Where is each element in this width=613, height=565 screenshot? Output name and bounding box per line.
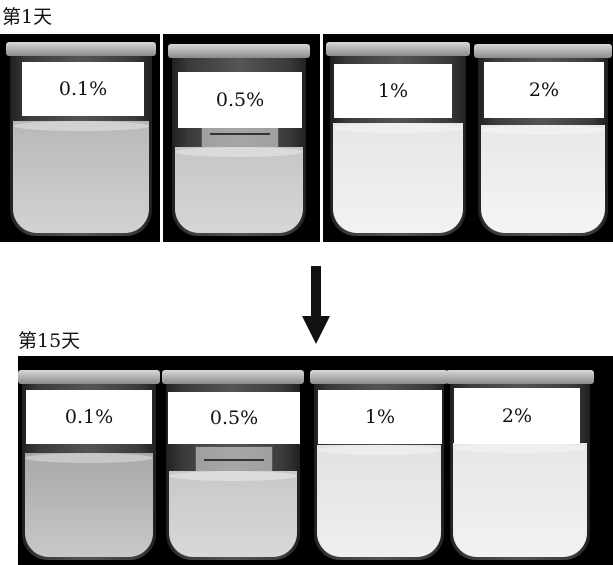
photo-divider bbox=[320, 34, 323, 242]
liquid-surface bbox=[175, 147, 303, 157]
liquid-surface bbox=[169, 471, 297, 481]
beaker-liquid bbox=[453, 443, 587, 557]
concentration-label: 2% bbox=[454, 388, 580, 444]
liquid-surface bbox=[13, 121, 149, 131]
concentration-label: 1% bbox=[318, 390, 442, 444]
concentration-label: 0.1% bbox=[26, 390, 152, 444]
concentration-label: 2% bbox=[484, 62, 604, 118]
beaker-liquid bbox=[333, 123, 463, 233]
day-1-label: 第1天 bbox=[2, 6, 53, 28]
beaker-rim bbox=[18, 370, 160, 384]
beaker-liquid bbox=[481, 125, 605, 233]
beaker-rim bbox=[162, 370, 304, 384]
beaker-liquid bbox=[175, 147, 303, 233]
liquid-surface bbox=[453, 443, 587, 453]
sticker-handwriting bbox=[209, 132, 270, 135]
beaker-liquid bbox=[169, 471, 297, 557]
beaker-rim bbox=[446, 370, 594, 384]
day-15-label: 第15天 bbox=[18, 330, 81, 352]
liquid-surface bbox=[317, 445, 441, 455]
beaker-liquid bbox=[13, 121, 149, 233]
concentration-label: 0.5% bbox=[178, 72, 302, 128]
day-1-photo-panel: 0.1% 0.5% 1% 2% bbox=[0, 34, 613, 242]
photo-divider bbox=[160, 34, 163, 242]
beaker-liquid bbox=[317, 445, 441, 557]
down-arrow-icon bbox=[302, 266, 330, 344]
beaker-rim bbox=[6, 42, 156, 56]
beaker-liquid bbox=[25, 453, 153, 557]
liquid-surface bbox=[333, 123, 463, 133]
beaker-rim bbox=[310, 370, 448, 384]
concentration-label: 1% bbox=[334, 64, 452, 118]
liquid-surface bbox=[481, 125, 605, 135]
sticker-handwriting bbox=[203, 458, 264, 461]
beaker-rim bbox=[326, 42, 470, 56]
concentration-label: 0.1% bbox=[22, 62, 144, 116]
beaker-rim bbox=[168, 44, 310, 58]
beaker-rim bbox=[474, 44, 612, 58]
day-15-photo-panel: 0.1% 0.5% 1% 2% bbox=[18, 356, 613, 565]
concentration-label: 0.5% bbox=[168, 392, 300, 444]
liquid-surface bbox=[25, 453, 153, 463]
